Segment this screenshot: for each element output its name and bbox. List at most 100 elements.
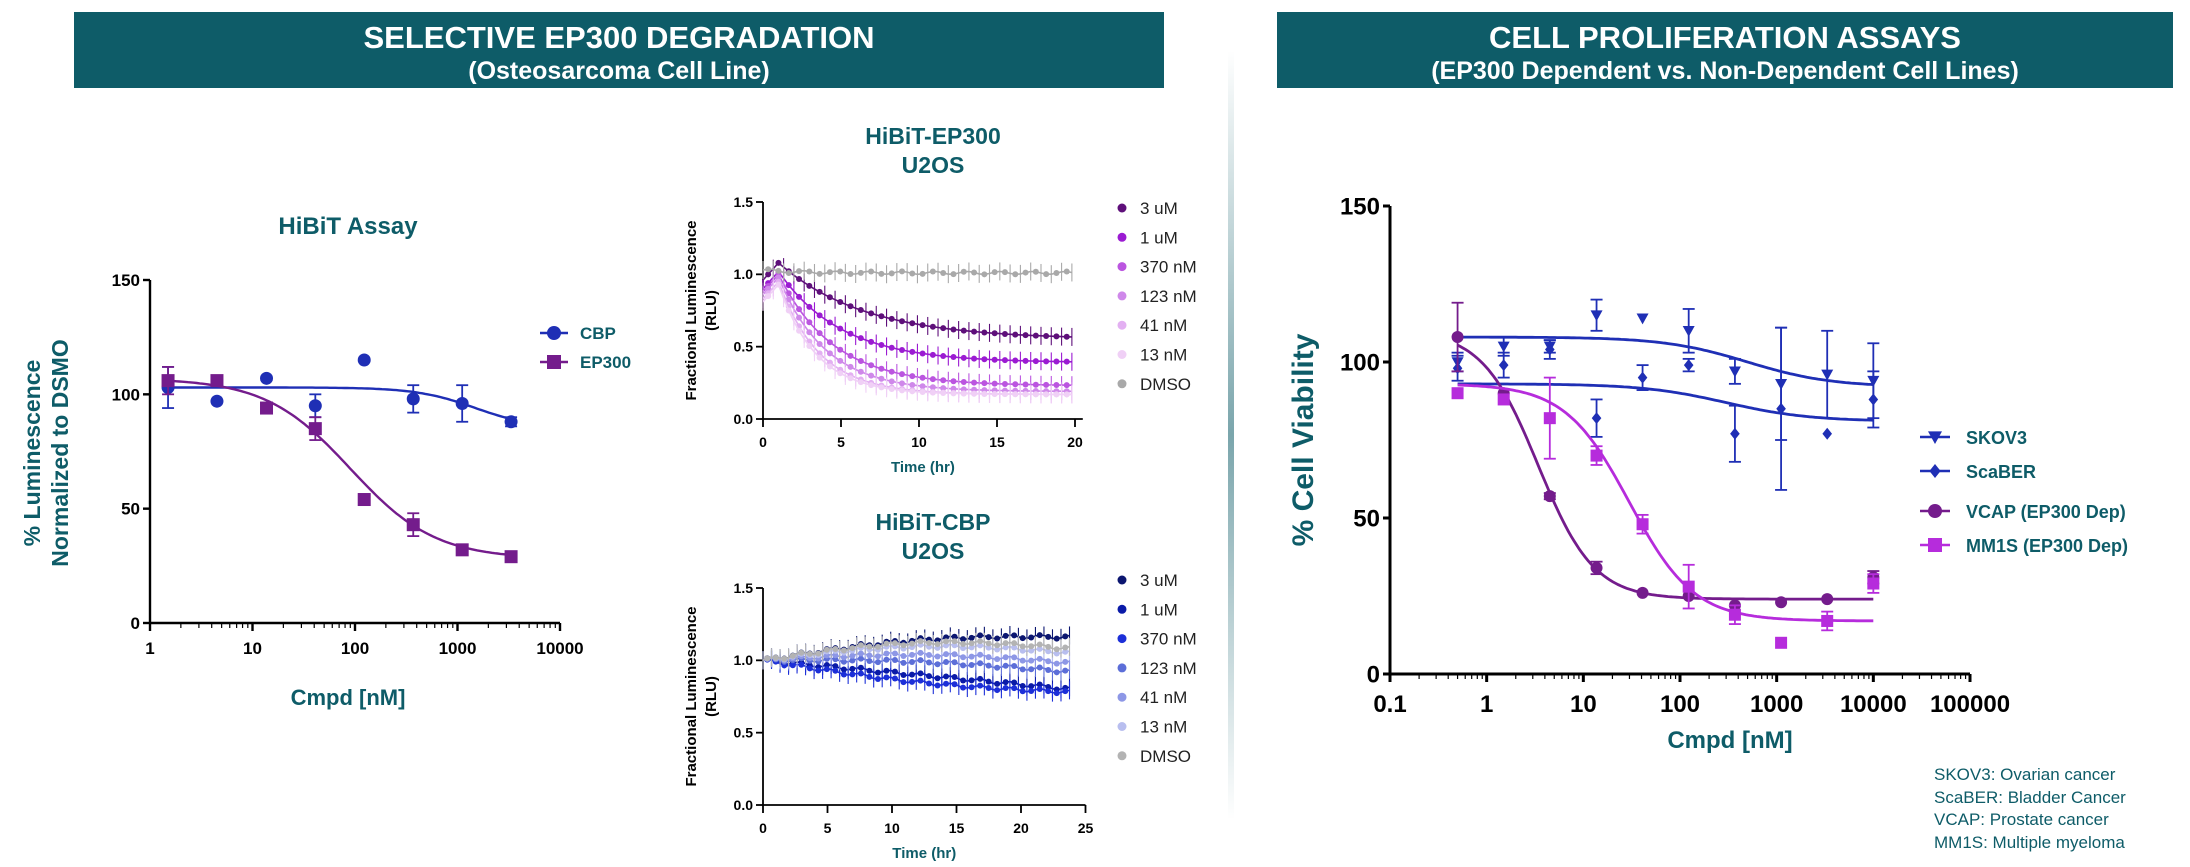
data-point [308,422,322,436]
data-point [832,667,839,674]
data-point [1011,685,1018,692]
data-point [1063,382,1070,389]
data-point [1001,357,1008,364]
data-point [1012,357,1019,364]
data-point [775,274,782,281]
x-tick-label: 20 [1013,820,1029,836]
data-point [934,653,941,660]
data-point [1043,333,1050,340]
data-point [857,664,864,671]
data-point [940,385,947,392]
data-point [1002,654,1009,661]
data-point [950,354,957,361]
data-point [847,330,854,337]
legend-marker [1117,203,1127,213]
data-point [1053,270,1060,277]
data-point [908,651,915,658]
data-point [917,657,924,664]
x-tick-label: 10 [243,639,262,658]
data-point [826,319,833,326]
data-point [919,322,926,329]
data-point [981,271,988,278]
data-point [1062,648,1069,655]
data-point [994,646,1001,653]
data-point [857,670,864,677]
data-point [874,643,881,650]
data-point [1032,268,1039,275]
data-point [868,372,875,379]
data-point [919,270,926,277]
data-point [919,350,926,357]
legend-marker [1117,722,1127,731]
data-point [785,307,792,314]
data-point [1728,366,1741,378]
data-point [994,635,1001,642]
data-point [806,343,813,350]
data-point [823,666,830,673]
data-point [926,652,933,659]
x-axis-label: Cmpd [nM] [291,685,406,710]
data-point [909,388,916,395]
data-point [1043,358,1050,365]
x-tick-label: 1000 [439,639,477,658]
x-tick-label: 20 [1067,434,1083,450]
data-point [1637,371,1648,384]
x-tick-label: 10000 [536,639,583,658]
data-point [977,632,984,639]
data-point [934,682,941,689]
data-point [1821,593,1834,606]
data-point [826,339,833,346]
data-point [968,684,975,691]
data-point [1022,332,1029,339]
data-point [866,657,873,664]
data-point [823,646,830,653]
data-point [883,674,890,681]
data-point [929,268,936,275]
data-point [960,654,967,661]
data-point [785,270,792,277]
y-tick-label: 150 [112,271,140,290]
data-point [900,672,907,679]
data-point [1002,679,1009,686]
data-point [917,649,924,656]
legend-marker [1117,575,1127,585]
data-point [985,678,992,685]
data-point [1045,666,1052,673]
data-point [260,401,274,415]
data-point [1775,596,1788,609]
data-point [849,665,856,672]
x-axis-label: Time (hr) [891,459,955,476]
legend-label: VCAP (EP300 Dep) [1966,502,2126,522]
data-point [926,639,933,646]
data-point [1022,269,1029,276]
y-axis-label: (RLU) [703,290,720,331]
data-point [1011,632,1018,639]
data-point [806,665,813,672]
data-point [985,644,992,651]
data-point [1543,490,1556,503]
hibit-cbp-chart: HiBiT-CBP U2OS 0.0 0.5 1.0 1.5 0 5 10 15 20 25 Time … [683,509,1197,862]
data-point [940,325,947,332]
data-point [1545,343,1555,356]
data-point [840,647,847,654]
data-point [971,328,978,335]
data-point [1012,271,1019,278]
data-point [891,650,898,657]
data-point [878,375,885,382]
data-point [837,370,844,377]
data-point [900,659,907,666]
data-point [968,640,975,647]
data-point [908,640,915,647]
y-axis-label: % Cell Viability [1287,333,1320,546]
legend-label: 3 uM [1140,199,1178,218]
data-point [940,353,947,360]
data-point [926,659,933,666]
x-tick-label: 10000 [1840,691,1907,718]
data-point [977,638,984,645]
panel-divider [1228,50,1234,820]
data-point [816,312,823,319]
legend-label: CBP [580,324,616,343]
data-point [1019,688,1026,695]
legend-label: 123 nM [1140,659,1197,678]
right-banner-subtitle: (EP300 Dependent vs. Non-Dependent Cell … [1431,57,2019,85]
